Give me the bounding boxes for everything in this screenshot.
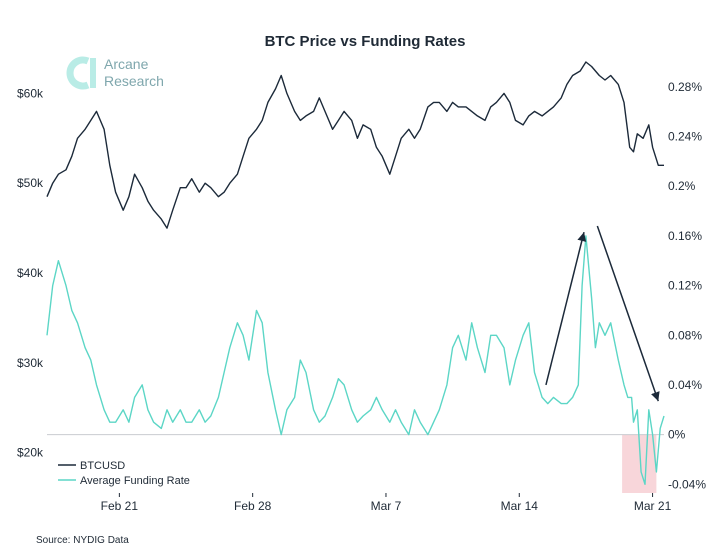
- x-tick-label: Mar 14: [501, 499, 539, 513]
- logo-line-2: Research: [104, 73, 164, 89]
- annotation-arrow-1: [545, 231, 587, 386]
- source-note: Source: NYDIG Data: [36, 535, 129, 546]
- left-tick-label: $60k: [17, 86, 44, 100]
- annotation-arrow-2: [596, 225, 660, 402]
- series-layer: [46, 61, 665, 485]
- legend-label-btcusd: BTCUSD: [80, 460, 125, 472]
- legend: BTCUSD Average Funding Rate: [58, 460, 190, 487]
- right-tick-label: 0%: [668, 428, 686, 442]
- annotation-layer: [545, 225, 660, 402]
- x-tick-label: Mar 7: [371, 499, 402, 513]
- right-tick-label: -0.04%: [668, 477, 706, 491]
- right-tick-label: 0.28%: [668, 80, 702, 94]
- chart-title: BTC Price vs Funding Rates: [265, 33, 466, 50]
- logo-line-1: Arcane: [104, 56, 149, 72]
- right-tick-label: 0.12%: [668, 279, 702, 293]
- right-tick-label: 0.24%: [668, 130, 702, 144]
- legend-label-funding-rate: Average Funding Rate: [80, 475, 190, 487]
- right-axis: -0.04% 0% 0.04% 0.08% 0.12% 0.16% 0.2% 0.24% 0.2…: [668, 80, 706, 491]
- arcane-research-logo: Arcane Research: [66, 56, 164, 90]
- logo-mark-bar: [90, 58, 96, 88]
- right-tick-label: 0.16%: [668, 229, 702, 243]
- x-tick-label: Feb 21: [101, 499, 139, 513]
- left-tick-label: $30k: [17, 356, 44, 370]
- left-tick-label: $50k: [17, 176, 44, 190]
- right-tick-label: 0.04%: [668, 378, 702, 392]
- series-line-funding-rate: [46, 235, 665, 485]
- x-tick-label: Feb 28: [234, 499, 272, 513]
- left-tick-label: $20k: [17, 446, 44, 460]
- x-tick-label: Mar 21: [634, 499, 672, 513]
- right-tick-label: 0.2%: [668, 179, 696, 193]
- logo-mark-c: [66, 56, 90, 90]
- right-tick-label: 0.08%: [668, 328, 702, 342]
- left-axis: $20k $30k $40k $50k $60k: [17, 86, 44, 459]
- series-line-btcusd: [46, 61, 664, 229]
- left-tick-label: $40k: [17, 266, 44, 280]
